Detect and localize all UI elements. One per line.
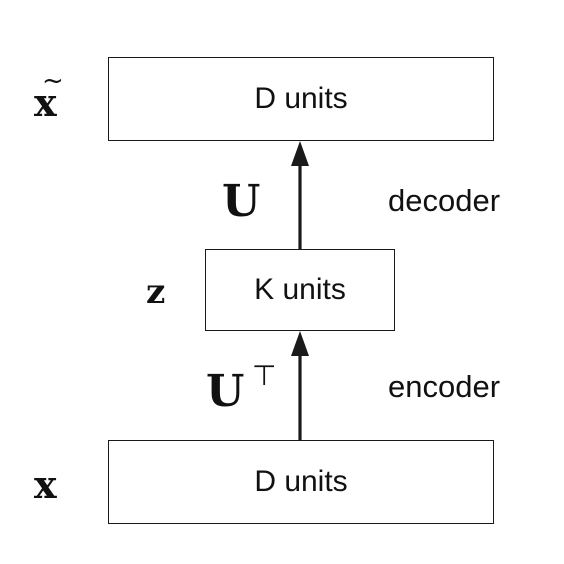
decoder-label: decoder [388, 183, 501, 218]
input-layer-box: D units [108, 440, 494, 524]
transpose-superscript: ⊤ [252, 359, 277, 392]
output-layer-units-label: D units [254, 82, 348, 115]
decoder-weight-letter: U [222, 176, 261, 227]
code-variable-letter: z [146, 272, 166, 312]
reconstruction-variable-letter: x [34, 80, 57, 125]
encoder-weight-symbol: U ⊤ [206, 362, 276, 414]
reconstruction-variable: ~ x [34, 68, 64, 122]
encoder-arrow [291, 331, 309, 440]
hidden-layer-box: K units [205, 249, 395, 331]
tilde-accent: ~ [42, 66, 64, 96]
decoder-weight-symbol: U [222, 180, 260, 224]
input-layer-units-label: D units [254, 465, 348, 498]
encoder-weight-letter: U [206, 366, 245, 417]
code-variable: z [146, 275, 165, 309]
decoder-arrow [291, 141, 309, 249]
output-layer-box: D units [108, 57, 494, 141]
input-variable-letter: x [34, 462, 57, 507]
encoder-label: encoder [388, 369, 501, 404]
hidden-layer-units-label: K units [254, 273, 346, 306]
input-variable: x [34, 466, 57, 504]
